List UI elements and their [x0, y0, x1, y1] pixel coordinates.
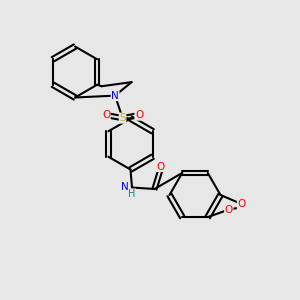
Text: O: O	[237, 199, 246, 209]
Text: O: O	[225, 205, 233, 214]
Text: N: N	[111, 91, 119, 100]
Text: O: O	[156, 161, 165, 172]
Text: O: O	[135, 110, 143, 120]
Text: H: H	[128, 189, 136, 199]
Text: O: O	[102, 110, 110, 120]
Text: N: N	[121, 182, 128, 193]
Text: S: S	[119, 113, 126, 123]
